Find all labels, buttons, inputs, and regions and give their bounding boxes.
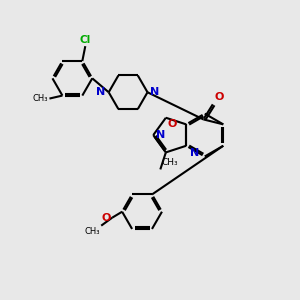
Text: CH₃: CH₃ (85, 226, 100, 236)
Text: CH₃: CH₃ (33, 94, 49, 103)
Text: Cl: Cl (80, 35, 91, 45)
Text: O: O (214, 92, 224, 103)
Text: N: N (97, 87, 106, 97)
Text: O: O (102, 213, 111, 223)
Text: N: N (190, 148, 200, 158)
Text: CH₃: CH₃ (161, 158, 178, 167)
Text: N: N (156, 130, 166, 140)
Text: O: O (168, 119, 177, 129)
Text: N: N (151, 87, 160, 97)
